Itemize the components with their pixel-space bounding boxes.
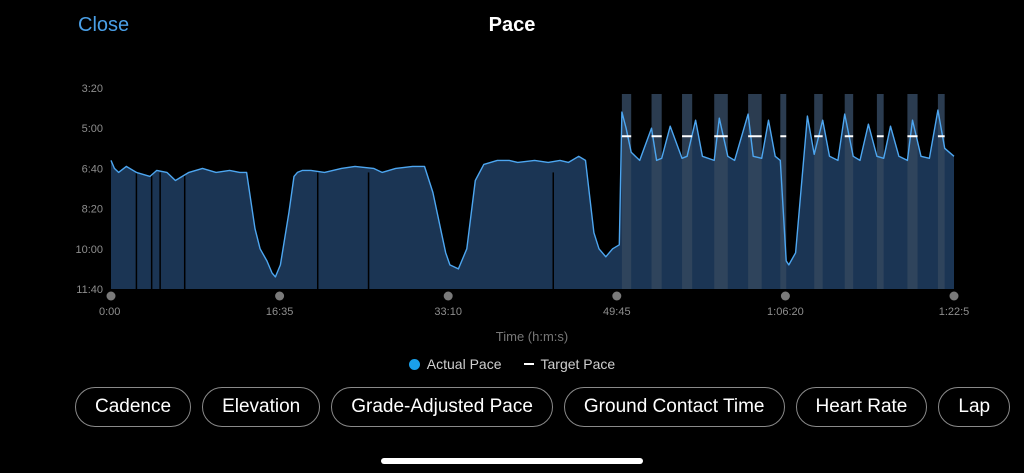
x-tick-label: 16:35 <box>266 306 294 318</box>
metric-lap-button[interactable]: Lap <box>938 387 1011 427</box>
y-tick-label: 11:40 <box>76 284 103 296</box>
x-tick-dot <box>949 291 959 301</box>
y-tick-label: 3:20 <box>82 83 103 95</box>
plot-area <box>110 94 955 289</box>
x-tick-dot <box>780 291 790 301</box>
metric-cadence-button[interactable]: Cadence <box>75 387 192 427</box>
interval-highlight-2 <box>682 94 693 289</box>
interval-highlight-5 <box>780 94 787 289</box>
x-tick-label: 49:45 <box>603 306 631 318</box>
actual-pace-line <box>110 109 955 278</box>
y-tick-label: 5:00 <box>82 123 103 135</box>
x-tick-label: 33:10 <box>434 306 462 318</box>
interval-highlight-4 <box>748 94 762 289</box>
x-tick-dot <box>106 291 116 301</box>
x-tick-label: 1:22:5 <box>939 306 970 318</box>
interval-highlight-6 <box>814 94 823 289</box>
y-axis: 3:20 5:00 6:40 8:20 10:00 11:40 <box>75 83 103 296</box>
page-title: Pace <box>488 14 536 36</box>
y-tick-label: 8:20 <box>82 204 103 216</box>
pace-chart: 3:20 5:00 6:40 8:20 10:00 11:40 0:00 16:35 33:1… <box>75 83 970 344</box>
legend-actual-pace: Actual Pace <box>408 356 502 372</box>
x-tick-label: 1:06:20 <box>767 306 804 318</box>
interval-highlight-7 <box>844 94 854 289</box>
interval-highlight-10 <box>937 94 945 289</box>
target-pace-dash-icon <box>523 363 534 365</box>
legend-actual-label: Actual Pace <box>426 356 502 372</box>
legend-target-pace: Target Pace <box>523 356 616 372</box>
metric-heart-rate-button[interactable]: Heart Rate <box>795 387 928 427</box>
home-indicator[interactable] <box>381 458 643 464</box>
x-axis-label: Time (h:m:s) <box>496 329 568 344</box>
chart-legend: Actual Pace Target Pace <box>0 356 1024 372</box>
interval-highlight-1 <box>651 94 662 289</box>
legend-target-label: Target Pace <box>540 356 616 372</box>
metric-elevation-button[interactable]: Elevation <box>202 387 321 427</box>
y-tick-label: 6:40 <box>82 163 103 175</box>
close-button[interactable]: Close <box>78 14 130 36</box>
x-tick-dot <box>612 291 622 301</box>
actual-pace-area <box>111 110 954 289</box>
x-tick-dot <box>443 291 453 301</box>
actual-pace-dot-icon <box>408 358 420 370</box>
y-tick-label: 10:00 <box>75 244 103 256</box>
interval-highlight-9 <box>907 94 918 289</box>
x-tick-dot <box>275 291 285 301</box>
metric-grade-adjusted-pace-button[interactable]: Grade-Adjusted Pace <box>331 387 553 427</box>
x-tick-label: 0:00 <box>99 306 120 318</box>
x-axis: 0:00 16:35 33:10 49:45 1:06:20 1:22:5 <box>99 291 970 318</box>
metric-selector: Cadence Elevation Grade-Adjusted Pace Gr… <box>75 387 1011 427</box>
metric-ground-contact-time-button[interactable]: Ground Contact Time <box>563 387 785 427</box>
interval-highlight-0 <box>621 94 632 289</box>
interval-highlight-8 <box>876 94 884 289</box>
